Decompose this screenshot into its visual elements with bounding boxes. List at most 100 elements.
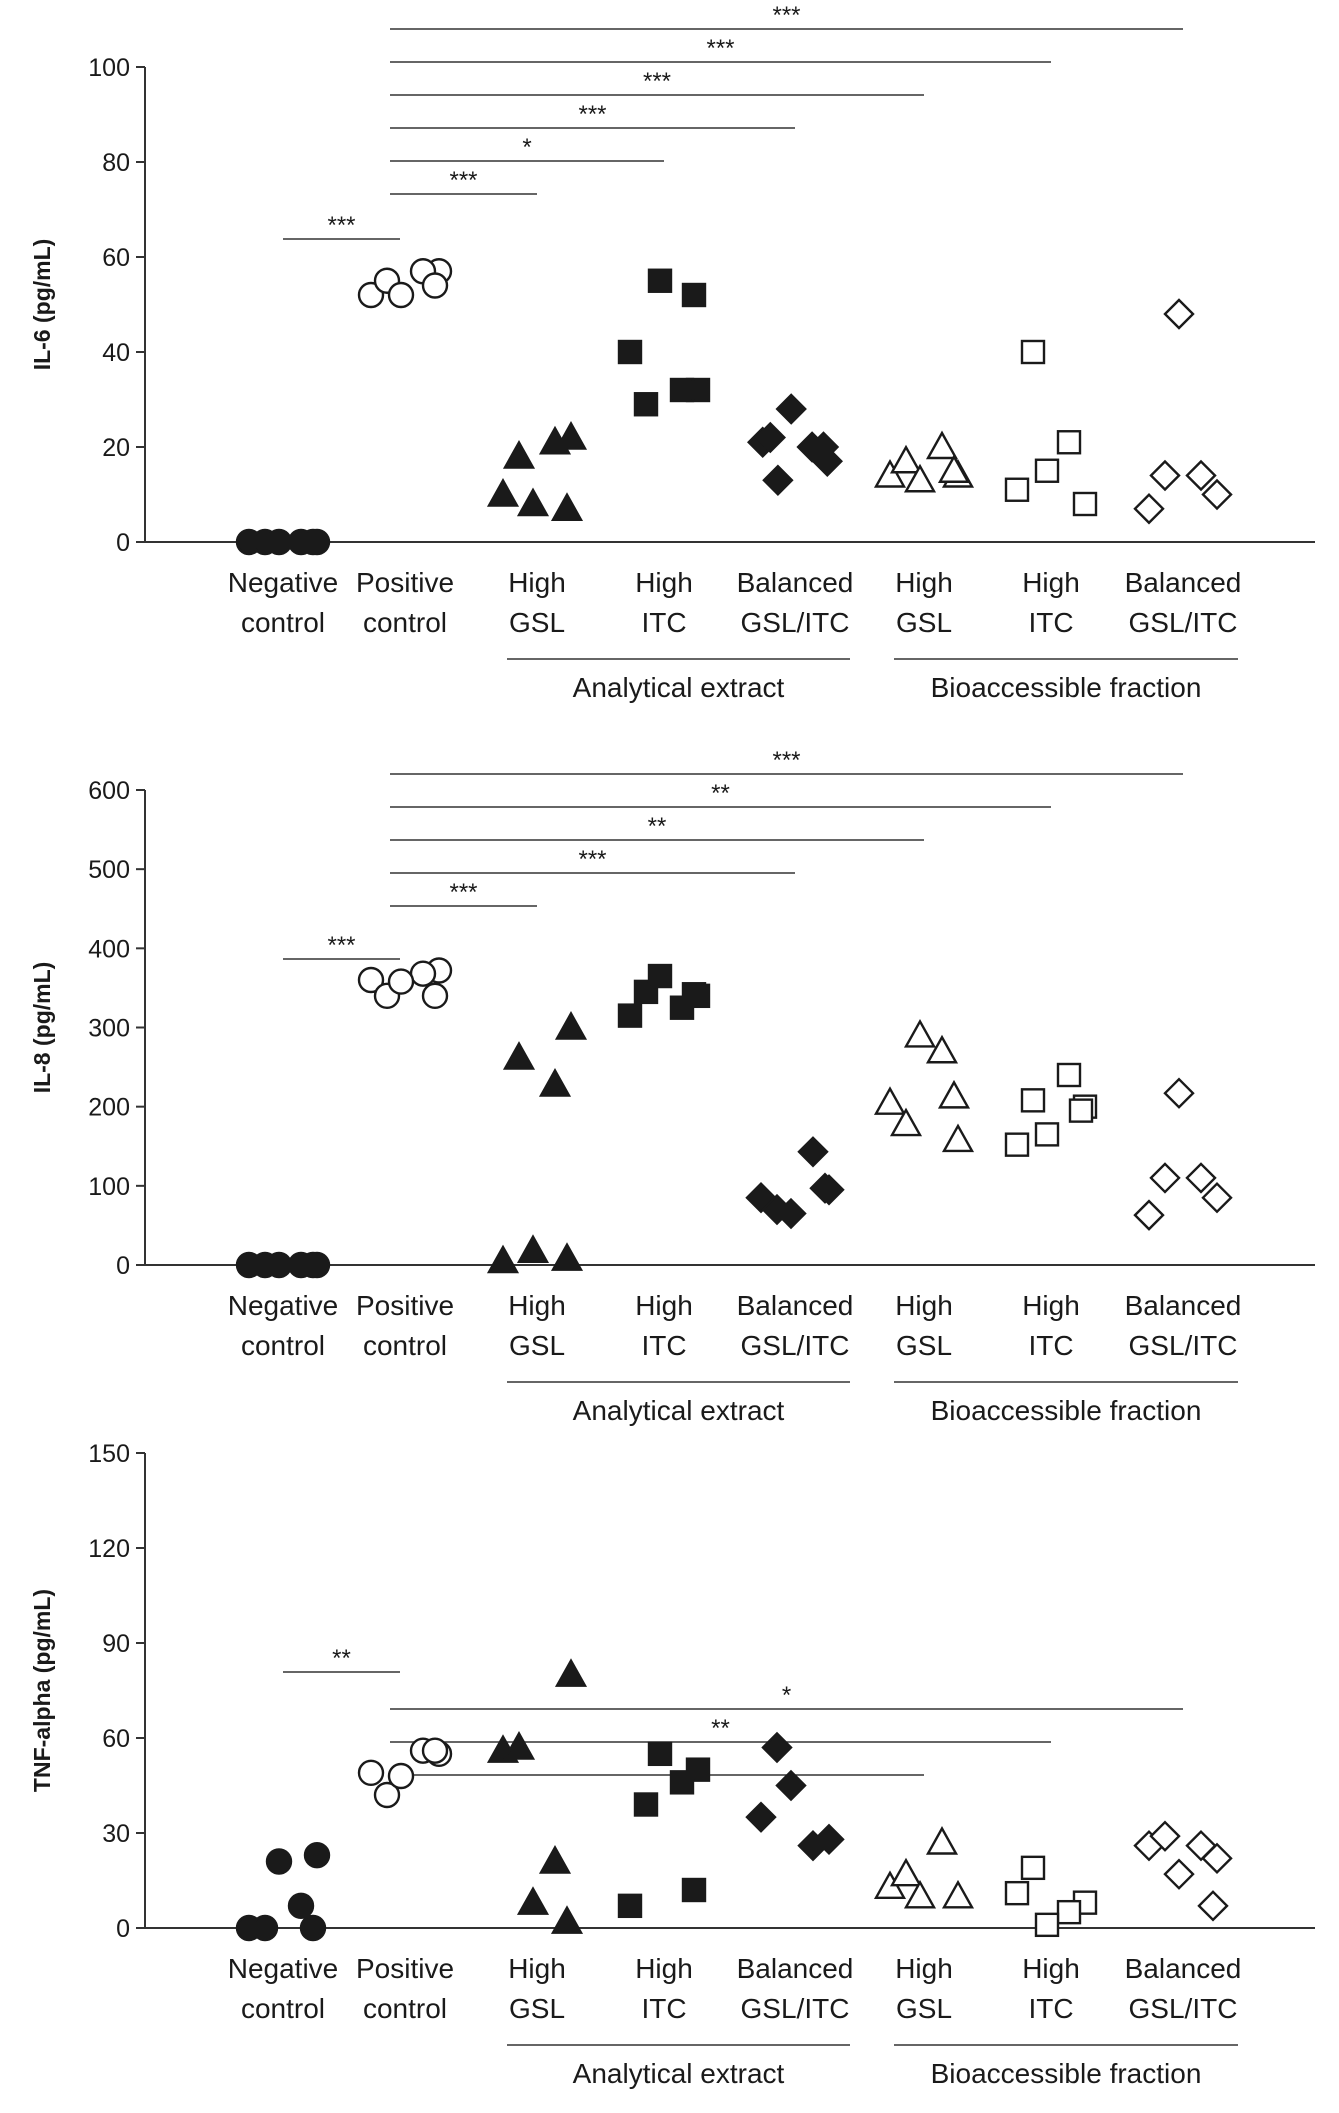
- significance-stars: **: [711, 780, 730, 807]
- category-label-line2: GSL: [896, 1993, 952, 2024]
- data-point: [265, 528, 293, 556]
- data-point: [1201, 478, 1233, 511]
- data-point: [387, 968, 415, 995]
- category-label-line2: GSL: [896, 607, 952, 638]
- data-point: [538, 1845, 572, 1874]
- significance-stars: ***: [772, 747, 800, 774]
- significance-stars: ***: [578, 846, 606, 873]
- data-point: [554, 1658, 588, 1687]
- data-point: [299, 528, 327, 556]
- y-axis-label: IL-8 (pg/mL): [29, 962, 55, 1094]
- category-label-line1: Balanced: [737, 1953, 854, 1984]
- data-point: [1197, 1890, 1229, 1922]
- data-point: [633, 1792, 659, 1817]
- data-point: [617, 1893, 643, 1919]
- y-tick-label: 0: [116, 1252, 130, 1280]
- category-label-line1: High: [508, 567, 566, 598]
- data-point: [681, 282, 707, 308]
- y-tick-label: 200: [88, 1094, 130, 1122]
- data-point: [550, 492, 584, 521]
- data-point: [1068, 1098, 1094, 1123]
- data-point: [775, 393, 807, 425]
- data-point: [357, 966, 385, 994]
- category-label-line2: control: [241, 1330, 325, 1361]
- data-point: [1056, 430, 1082, 455]
- group-label: Bioaccessible fraction: [931, 672, 1202, 703]
- significance-stars: ***: [327, 212, 355, 239]
- data-point: [873, 459, 907, 488]
- data-point: [265, 1251, 293, 1279]
- y-tick-label: 100: [88, 54, 130, 82]
- data-point: [937, 454, 971, 483]
- significance-stars: **: [711, 1715, 730, 1742]
- chart-panel-1: 0 20 40 60 80 100 IL-6 (pg/mL) Negative control P…: [29, 2, 1315, 703]
- data-point: [681, 1877, 707, 1903]
- y-tick-label: 150: [88, 1440, 130, 1468]
- category-label-line2: GSL/ITC: [1129, 1993, 1238, 2024]
- data-point: [809, 1172, 841, 1204]
- category-label-line2: ITC: [641, 607, 686, 638]
- data-point: [903, 1018, 937, 1048]
- data-point: [762, 464, 794, 496]
- category-label-line1: Balanced: [1125, 1290, 1242, 1321]
- data-point: [516, 487, 550, 517]
- category-label-line1: Negative: [228, 1290, 339, 1321]
- category-label-line1: High: [895, 1953, 953, 1984]
- data-point: [745, 1801, 777, 1833]
- group-label: Bioaccessible fraction: [931, 1395, 1202, 1426]
- y-axis-label: TNF-alpha (pg/mL): [29, 1589, 55, 1792]
- category-label-line1: Negative: [228, 1953, 339, 1984]
- data-point: [554, 1011, 588, 1040]
- category-label-line2: GSL/ITC: [1129, 607, 1238, 638]
- group-label: Analytical extract: [573, 672, 785, 703]
- chart-panel-2: 0 100 200 300 400 500 600 IL-8 (pg/mL) Negative c…: [29, 747, 1315, 1426]
- data-point: [1020, 1855, 1046, 1881]
- y-tick-label: 300: [88, 1015, 130, 1043]
- category-label-line1: High: [635, 567, 693, 598]
- data-point: [538, 425, 572, 455]
- y-tick-label: 30: [102, 1820, 130, 1848]
- data-point: [754, 421, 786, 454]
- data-point: [797, 1829, 829, 1862]
- category-label-line1: Positive: [356, 567, 454, 598]
- data-point: [550, 1905, 584, 1934]
- significance-stars: ***: [449, 879, 477, 906]
- data-point: [761, 1731, 793, 1764]
- data-point: [925, 1034, 959, 1064]
- data-point: [617, 339, 643, 365]
- data-point: [873, 1086, 907, 1115]
- category-label-line2: GSL/ITC: [741, 1993, 850, 2024]
- significance-stars: *: [522, 134, 531, 161]
- data-point: [889, 1107, 923, 1137]
- y-tick-label: 0: [116, 529, 130, 557]
- data-point: [941, 1123, 975, 1153]
- data-point: [299, 1251, 327, 1279]
- y-tick-label: 120: [88, 1535, 130, 1563]
- category-label-line1: High: [508, 1290, 566, 1321]
- data-point: [1072, 491, 1098, 517]
- data-point: [251, 1914, 279, 1942]
- data-point: [516, 1886, 550, 1915]
- data-point: [889, 1857, 923, 1887]
- data-point: [1185, 1829, 1217, 1862]
- data-point: [937, 1079, 971, 1109]
- category-label-line1: High: [1022, 1290, 1080, 1321]
- significance-stars: ***: [327, 932, 355, 959]
- y-tick-label: 400: [88, 935, 130, 963]
- category-label-line2: GSL: [509, 607, 565, 638]
- data-point: [647, 268, 673, 293]
- category-label-line1: Negative: [228, 567, 339, 598]
- data-point: [889, 444, 923, 474]
- y-tick-label: 60: [102, 244, 130, 272]
- data-point: [387, 281, 415, 309]
- data-point: [903, 1879, 937, 1909]
- data-point: [538, 1068, 572, 1097]
- data-point: [1163, 1858, 1195, 1890]
- data-point: [1201, 1182, 1233, 1214]
- category-label-line1: Balanced: [737, 567, 854, 598]
- data-point: [1056, 1062, 1082, 1088]
- category-label-line1: Balanced: [737, 1290, 854, 1321]
- data-point: [1185, 459, 1217, 492]
- data-point: [387, 1762, 415, 1790]
- category-label-line1: Balanced: [1125, 567, 1242, 598]
